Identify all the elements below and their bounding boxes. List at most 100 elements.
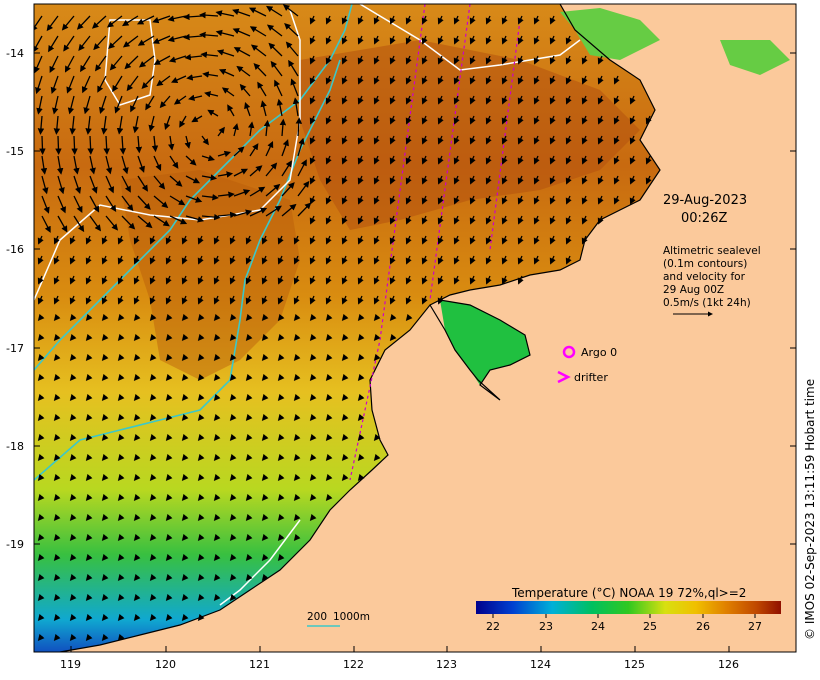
velocity-arrow	[197, 493, 205, 501]
velocity-arrow	[389, 235, 396, 245]
velocity-arrow	[421, 255, 428, 265]
velocity-arrow	[36, 95, 43, 115]
velocity-arrow	[261, 493, 269, 501]
velocity-arrow	[285, 41, 299, 57]
velocity-arrow	[69, 115, 76, 135]
velocity-arrow	[421, 215, 428, 225]
velocity-arrow	[185, 155, 197, 166]
velocity-arrow	[197, 453, 205, 461]
velocity-arrow	[261, 473, 269, 481]
velocity-arrow	[221, 87, 235, 97]
velocity-arrow	[69, 235, 76, 245]
velocity-arrow	[236, 65, 251, 77]
velocity-arrow	[341, 135, 348, 145]
velocity-arrow	[219, 69, 235, 77]
velocity-arrow	[37, 593, 45, 601]
velocity-arrow	[261, 513, 269, 521]
velocity-arrow	[249, 165, 263, 177]
velocity-arrow	[101, 333, 109, 341]
drifter-marker	[557, 370, 571, 384]
velocity-arrow	[613, 195, 620, 205]
velocity-arrow	[341, 393, 349, 401]
velocity-arrow	[309, 433, 317, 441]
velocity-arrow	[325, 235, 332, 245]
velocity-arrow	[229, 255, 236, 265]
velocity-arrow	[101, 453, 109, 461]
velocity-arrow	[501, 215, 508, 225]
velocity-arrow	[53, 313, 61, 321]
velocity-arrow	[373, 195, 380, 205]
satellite-track-3	[489, 19, 521, 251]
velocity-arrow	[261, 413, 269, 421]
velocity-arrow	[389, 75, 396, 85]
velocity-arrow	[265, 140, 274, 157]
velocity-arrow	[389, 215, 396, 225]
velocity-arrow	[233, 189, 251, 197]
velocity-arrow	[34, 35, 43, 53]
velocity-arrow	[169, 155, 179, 169]
velocity-arrow	[239, 83, 251, 97]
velocity-arrow	[501, 175, 508, 185]
velocity-arrow	[501, 255, 508, 265]
velocity-arrow	[101, 295, 108, 305]
velocity-arrow	[46, 15, 59, 32]
velocity-arrow	[117, 235, 124, 245]
velocity-arrow	[261, 295, 268, 305]
velocity-arrow	[325, 373, 333, 381]
velocity-arrow	[533, 255, 540, 265]
velocity-arrow	[270, 60, 283, 77]
lon-label-122: 122	[343, 658, 364, 671]
velocity-arrow	[85, 573, 93, 581]
velocity-arrow	[341, 195, 348, 205]
velocity-arrow	[389, 333, 397, 341]
velocity-arrow	[117, 433, 125, 441]
velocity-arrow	[229, 553, 237, 561]
velocity-arrow	[76, 15, 91, 30]
velocity-arrow	[309, 155, 316, 165]
velocity-arrow	[453, 235, 460, 245]
velocity-arrow	[597, 95, 604, 105]
velocity-arrow	[71, 135, 78, 155]
velocity-arrow	[501, 155, 508, 165]
velocity-arrow	[133, 453, 141, 461]
velocity-arrow	[53, 373, 61, 381]
velocity-arrow	[453, 135, 460, 145]
velocity-arrow	[117, 453, 125, 461]
velocity-arrow	[101, 393, 109, 401]
velocity-arrow	[133, 333, 141, 341]
velocity-arrow	[165, 573, 173, 581]
velocity-arrow	[325, 215, 332, 225]
velocity-arrow	[341, 15, 348, 25]
velocity-arrow	[309, 235, 316, 245]
velocity-arrow	[288, 59, 299, 77]
velocity-arrow	[69, 413, 77, 421]
velocity-arrow	[469, 75, 476, 85]
velocity-arrow	[501, 35, 508, 45]
velocity-arrow	[533, 175, 540, 185]
velocity-arrow	[549, 155, 556, 165]
velocity-arrow	[53, 513, 61, 521]
velocity-arrow	[197, 353, 205, 361]
velocity-arrow	[85, 473, 93, 481]
velocity-arrow	[629, 155, 636, 165]
velocity-arrow	[485, 115, 492, 125]
velocity-arrow	[181, 493, 189, 501]
legend-line-4: 29 Aug 00Z	[663, 284, 724, 296]
lat-label-14: -14	[6, 47, 24, 60]
velocity-arrow	[309, 393, 317, 401]
velocity-arrow	[533, 15, 540, 25]
velocity-arrow	[145, 95, 155, 111]
velocity-arrow	[421, 55, 428, 65]
velocity-arrow	[389, 313, 397, 321]
velocity-arrow	[373, 333, 381, 341]
velocity-arrow	[165, 373, 173, 381]
lon-axis: 119 120 121 122 123 124 125 126	[60, 646, 739, 671]
velocity-arrow	[325, 493, 333, 501]
velocity-arrow	[184, 135, 191, 149]
velocity-arrow	[277, 353, 285, 361]
velocity-arrow	[357, 215, 364, 225]
velocity-arrow	[165, 453, 173, 461]
cbar-tick-23: 23	[539, 620, 553, 633]
velocity-arrow	[245, 393, 253, 401]
velocity-arrow	[309, 413, 317, 421]
